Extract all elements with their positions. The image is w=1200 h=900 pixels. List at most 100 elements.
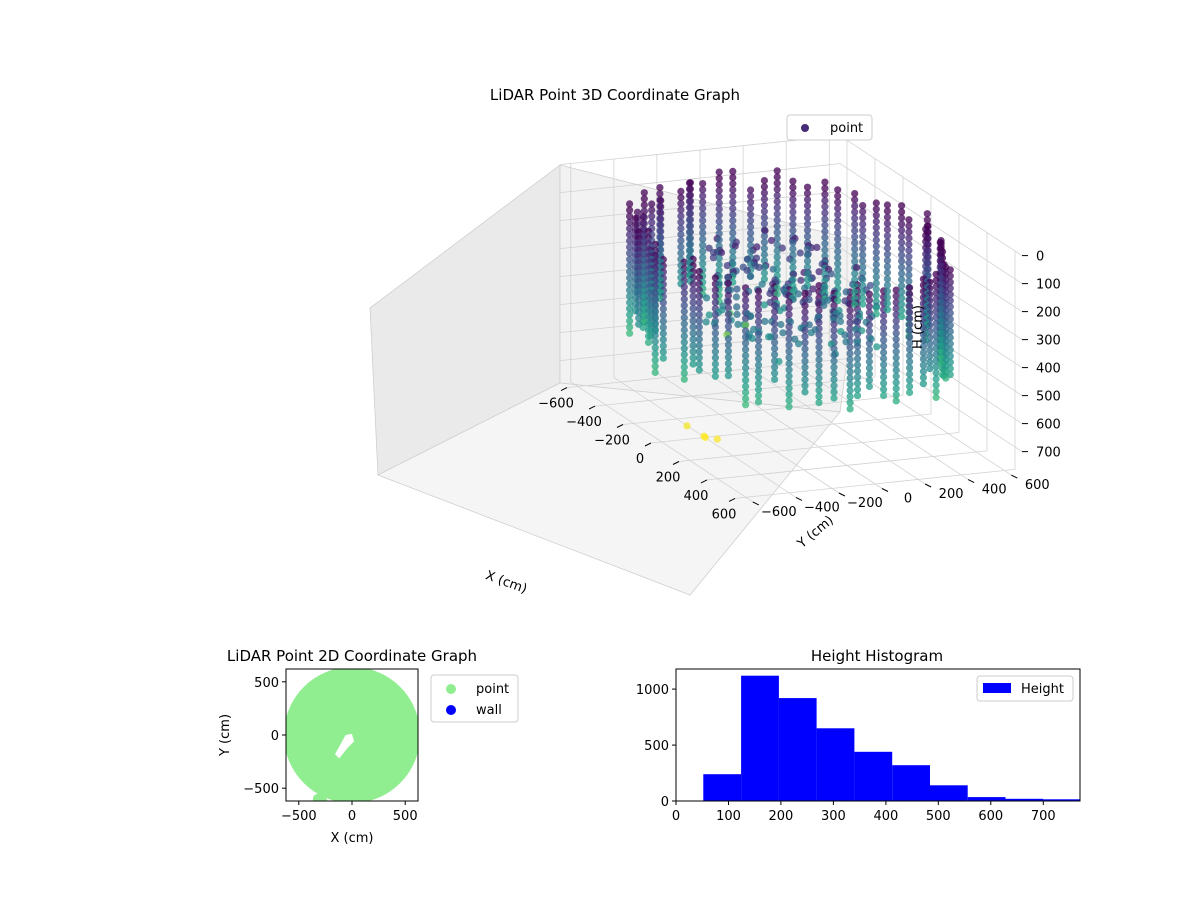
point-3d [872,230,880,238]
point-3d [859,251,867,259]
point-3d [773,198,781,206]
point-3d [711,372,720,380]
point-3d [773,259,781,267]
point-3d [872,279,880,287]
point-3d [689,335,697,343]
tick-label-x-hist: 0 [672,809,680,824]
point-3d [695,317,703,325]
point-3d [851,251,859,259]
chart-hist-frame [675,668,1081,802]
point-3d [760,301,768,309]
point-3d [785,310,793,318]
point-3d [872,261,880,269]
point-3d [754,312,763,320]
point-3d [771,363,779,371]
point-3d [892,329,900,337]
tick-label-x-hist: 600 [978,809,1003,824]
point-3d [729,210,737,219]
point-3d [801,332,809,341]
point-3d [733,285,741,293]
tick-label-x-hist: 400 [873,809,898,824]
tick-x-3d [616,424,624,428]
point-3d [821,197,829,205]
point-3d [760,238,769,246]
point-3d [771,326,779,334]
point-3d [872,205,880,213]
point-3d [724,372,733,380]
point-3d [830,320,838,328]
grid-floor-y [656,372,840,494]
point-3d [754,398,763,406]
point-3d [872,211,880,219]
point-3d [785,378,793,386]
tick-label-y-hist: 1000 [636,683,669,698]
point-3d [785,298,793,306]
point-3d [807,329,815,337]
point-3d [919,349,928,357]
point-3d [677,200,685,208]
tick-label-y-3d: −400 [804,500,840,515]
point-3d [853,373,862,381]
grid-floor-y [742,363,926,485]
point-3d [715,260,723,269]
point-3d [760,244,769,252]
point-3d [731,242,739,250]
point-3d [729,254,737,262]
point-3d [626,268,634,276]
point-3d [859,226,867,234]
point-3d [919,355,928,363]
point-3d [851,190,859,198]
tick-y-3d [838,492,846,497]
point-3d [830,351,838,359]
point-3d [685,247,694,255]
point-3d [906,352,914,360]
point-3d [846,405,854,413]
point-3d [815,306,823,314]
point-3d [639,323,647,332]
point-3d [926,340,934,348]
point-3d [803,189,812,197]
point-3d [729,186,737,194]
point-3d [789,202,797,210]
tick-y-3d [752,501,760,506]
point-3d [724,298,733,306]
point-3d [815,318,823,327]
point-3d [680,283,688,291]
point-3d [841,331,849,339]
point-3d [789,263,797,271]
tick-label-x-hist: 700 [1031,809,1056,824]
chart-hist: Height Histogram 0 100 200 300 400 500 600 7000… [636,647,1081,824]
point-3d [742,364,750,372]
point-3d [836,312,844,320]
point-3d [724,316,733,324]
point-3d [923,216,931,224]
point-3d [815,349,823,357]
point-3d [742,382,750,390]
point-3d [715,187,723,195]
point-3d [747,223,755,231]
point-3d [932,375,940,383]
point-3d [680,314,688,322]
point-3d [851,233,859,241]
point-3d [821,215,829,223]
tick-y-3d [881,488,889,492]
point-3d [846,356,854,364]
point-3d [715,236,723,244]
point-3d [773,204,781,212]
point-3d [685,216,694,224]
point-3d [801,388,809,396]
point-3d [754,349,763,357]
point-3d [926,346,934,354]
point-3d [883,306,892,314]
point-3d [695,304,703,313]
point-3d [724,347,733,355]
point-3d [853,342,862,350]
point-3d [689,360,697,368]
point-3d [659,323,667,331]
point-3d [865,345,874,354]
point-3d [830,363,838,371]
point-3d [919,367,928,375]
point-3d [853,385,862,394]
point-3d [801,308,809,316]
point-3d [699,260,707,268]
